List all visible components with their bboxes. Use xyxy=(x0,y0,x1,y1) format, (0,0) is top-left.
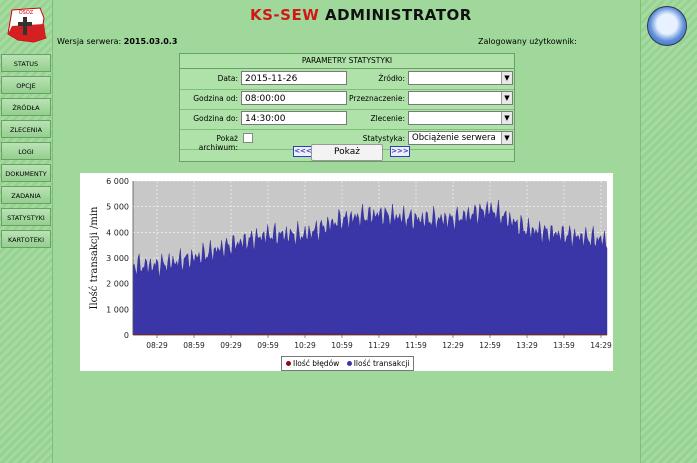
from-time-input[interactable]: 08:00:00 xyxy=(241,91,347,105)
source-label: Źródło: xyxy=(378,74,405,83)
y-tick-label: 3 000 xyxy=(106,254,129,263)
sidebar-menu: STATUS OPCJE ŹRÓDŁA ZLECENIA LOGI DOKUME… xyxy=(1,54,51,252)
legend-swatch-errors xyxy=(286,361,291,366)
logged-user-label: Zalogowany użytkownik: xyxy=(478,37,577,46)
x-tick-label: 10:29 xyxy=(294,341,316,350)
osoz-logo-icon: OSOZ xyxy=(7,7,47,43)
y-tick-label: 6 000 xyxy=(106,177,129,186)
app-title-brand: KS-SEW xyxy=(250,6,320,24)
errors-series-line xyxy=(133,333,607,336)
server-version-label: Wersja serwera: xyxy=(57,37,122,46)
y-axis-label: Ilość transakcji /min xyxy=(89,206,100,310)
legend-swatch-transactions xyxy=(346,361,352,366)
chart-legend: Ilość błędów Ilość transakcji xyxy=(281,356,414,371)
statistic-select-value: Obciążenie serwera xyxy=(412,133,496,143)
server-version: Wersja serwera: 2015.03.0.3 xyxy=(57,37,177,46)
y-tick-label: 4 000 xyxy=(106,228,129,237)
app-title: KS-SEW ADMINISTRATOR xyxy=(250,6,472,24)
panel-title: PARAMETRY STATYSTYKI xyxy=(180,54,514,69)
y-tick-label: 1 000 xyxy=(106,305,129,314)
x-tick-label: 14:29 xyxy=(590,341,612,350)
archive-checkbox[interactable] xyxy=(243,133,253,143)
destination-label: Przeznaczenie: xyxy=(349,94,405,103)
x-tick-label: 12:29 xyxy=(442,341,464,350)
right-strip xyxy=(640,0,697,463)
transactions-series-area xyxy=(132,199,608,336)
order-label: Zlecenie: xyxy=(370,114,405,123)
chevron-down-icon: ▼ xyxy=(501,132,512,144)
y-tick-label: 2 000 xyxy=(106,280,129,289)
sidebar-item-opcje[interactable]: OPCJE xyxy=(1,76,51,94)
legend-label-errors: Ilość błędów xyxy=(293,359,340,368)
order-select[interactable]: ▼ xyxy=(408,111,513,125)
x-tick-label: 13:59 xyxy=(553,341,575,350)
to-time-label: Godzina do: xyxy=(193,114,238,123)
x-tick-label: 08:59 xyxy=(183,341,205,350)
x-tick-label: 13:29 xyxy=(516,341,538,350)
x-tick-label: 09:29 xyxy=(220,341,242,350)
archive-label: Pokaż archiwum: xyxy=(198,134,238,152)
params-row: Godzina od: 08:00:00 Przeznaczenie: ▼ xyxy=(180,89,514,110)
sidebar-item-kartoteki[interactable]: KARTOTEKI xyxy=(1,230,51,248)
y-tick-label: 5 000 xyxy=(106,203,129,212)
x-tick-label: 11:59 xyxy=(405,341,427,350)
statistic-label: Statystyka: xyxy=(362,134,405,143)
x-tick-label: 08:29 xyxy=(146,341,168,350)
source-select[interactable]: ▼ xyxy=(408,71,513,85)
sidebar-item-status[interactable]: STATUS xyxy=(1,54,51,72)
svg-text:OSOZ: OSOZ xyxy=(19,10,34,16)
sidebar-item-zlecenia[interactable]: ZLECENIA xyxy=(1,120,51,138)
x-tick-label: 09:59 xyxy=(257,341,279,350)
from-time-label: Godzina od: xyxy=(193,94,238,103)
statistics-params-panel: PARAMETRY STATYSTYKI Data: 2015-11-26 Źr… xyxy=(179,53,515,162)
sidebar-item-logi[interactable]: LOGI xyxy=(1,142,51,160)
params-row: Godzina do: 14:30:00 Zlecenie: ▼ xyxy=(180,109,514,130)
chevron-down-icon: ▼ xyxy=(501,72,512,84)
chevron-down-icon: ▼ xyxy=(501,92,512,104)
emblem-icon xyxy=(647,6,687,46)
sidebar-item-zrodla[interactable]: ŹRÓDŁA xyxy=(1,98,51,116)
x-tick-label: 12:59 xyxy=(479,341,501,350)
statistic-select[interactable]: Obciążenie serwera ▼ xyxy=(408,131,513,145)
destination-select[interactable]: ▼ xyxy=(408,91,513,105)
chevron-down-icon: ▼ xyxy=(501,112,512,124)
sidebar-item-statystyki[interactable]: STATYSTYKI xyxy=(1,208,51,226)
sidebar-item-zadania[interactable]: ZADANIA xyxy=(1,186,51,204)
server-version-value: 2015.03.0.3 xyxy=(123,37,178,46)
to-time-input[interactable]: 14:30:00 xyxy=(241,111,347,125)
y-tick-label: 0 xyxy=(124,331,129,340)
legend-label-transactions: Ilość transakcji xyxy=(353,359,410,368)
chart-container: 0 1 000 2 000 3 000 4 000 5 000 6 000 08:29 08:5… xyxy=(80,173,613,371)
show-button[interactable]: Pokaż xyxy=(311,144,383,161)
date-label: Data: xyxy=(217,74,238,83)
sidebar-item-dokumenty[interactable]: DOKUMENTY xyxy=(1,164,51,182)
prev-button[interactable]: <<< xyxy=(293,146,313,157)
app-title-suffix: ADMINISTRATOR xyxy=(324,6,472,24)
x-tick-label: 11:29 xyxy=(368,341,390,350)
date-input[interactable]: 2015-11-26 xyxy=(241,71,347,85)
x-tick-label: 10:59 xyxy=(331,341,353,350)
params-row: Data: 2015-11-26 Źródło: ▼ xyxy=(180,69,514,90)
next-button[interactable]: >>> xyxy=(390,146,410,157)
transactions-chart: 0 1 000 2 000 3 000 4 000 5 000 6 000 08:29 08:5… xyxy=(89,177,612,350)
params-row: Pokaż archiwum: Statystyka: Obciążenie s… xyxy=(180,129,514,152)
